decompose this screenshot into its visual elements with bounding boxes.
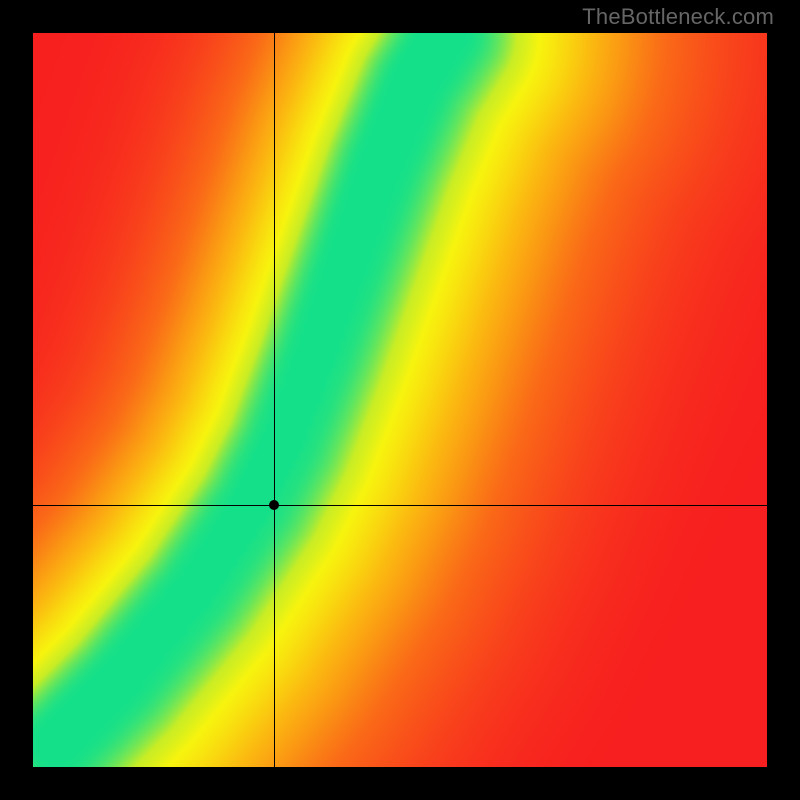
watermark-text: TheBottleneck.com <box>582 4 774 30</box>
bottleneck-heatmap <box>33 33 767 767</box>
heatmap-canvas <box>33 33 767 767</box>
selection-marker[interactable] <box>269 500 279 510</box>
crosshair-vertical <box>274 33 275 767</box>
crosshair-horizontal <box>33 505 767 506</box>
